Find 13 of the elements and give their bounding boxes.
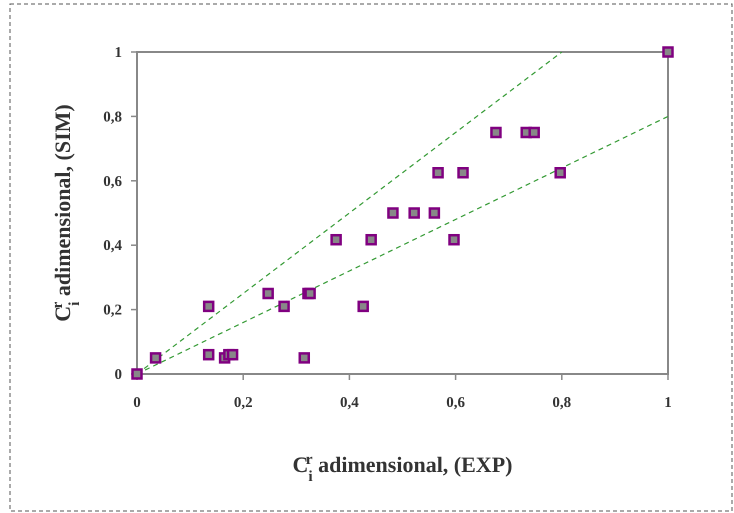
y-tick-label: 0,2 [103, 302, 122, 319]
x-axis-title: C$_{i}$$^{r}$ adimensional, (EXP) [292, 450, 512, 484]
x-tick-label: 0,4 [340, 395, 360, 411]
y-tick-label: 0,6 [103, 174, 122, 190]
y-tick-label: 0 [114, 367, 122, 383]
y-tick-label: 1 [114, 45, 122, 61]
x-tick-label: 0 [133, 395, 141, 411]
x-tick-label: 0,2 [234, 395, 253, 411]
y-tick-label: 0,8 [103, 109, 122, 126]
x-tick-label: 0,6 [446, 395, 466, 411]
y-tick-label: 0,4 [103, 238, 122, 254]
x-tick-label: 1 [664, 395, 672, 411]
x-tick-label: 0,8 [552, 395, 572, 411]
